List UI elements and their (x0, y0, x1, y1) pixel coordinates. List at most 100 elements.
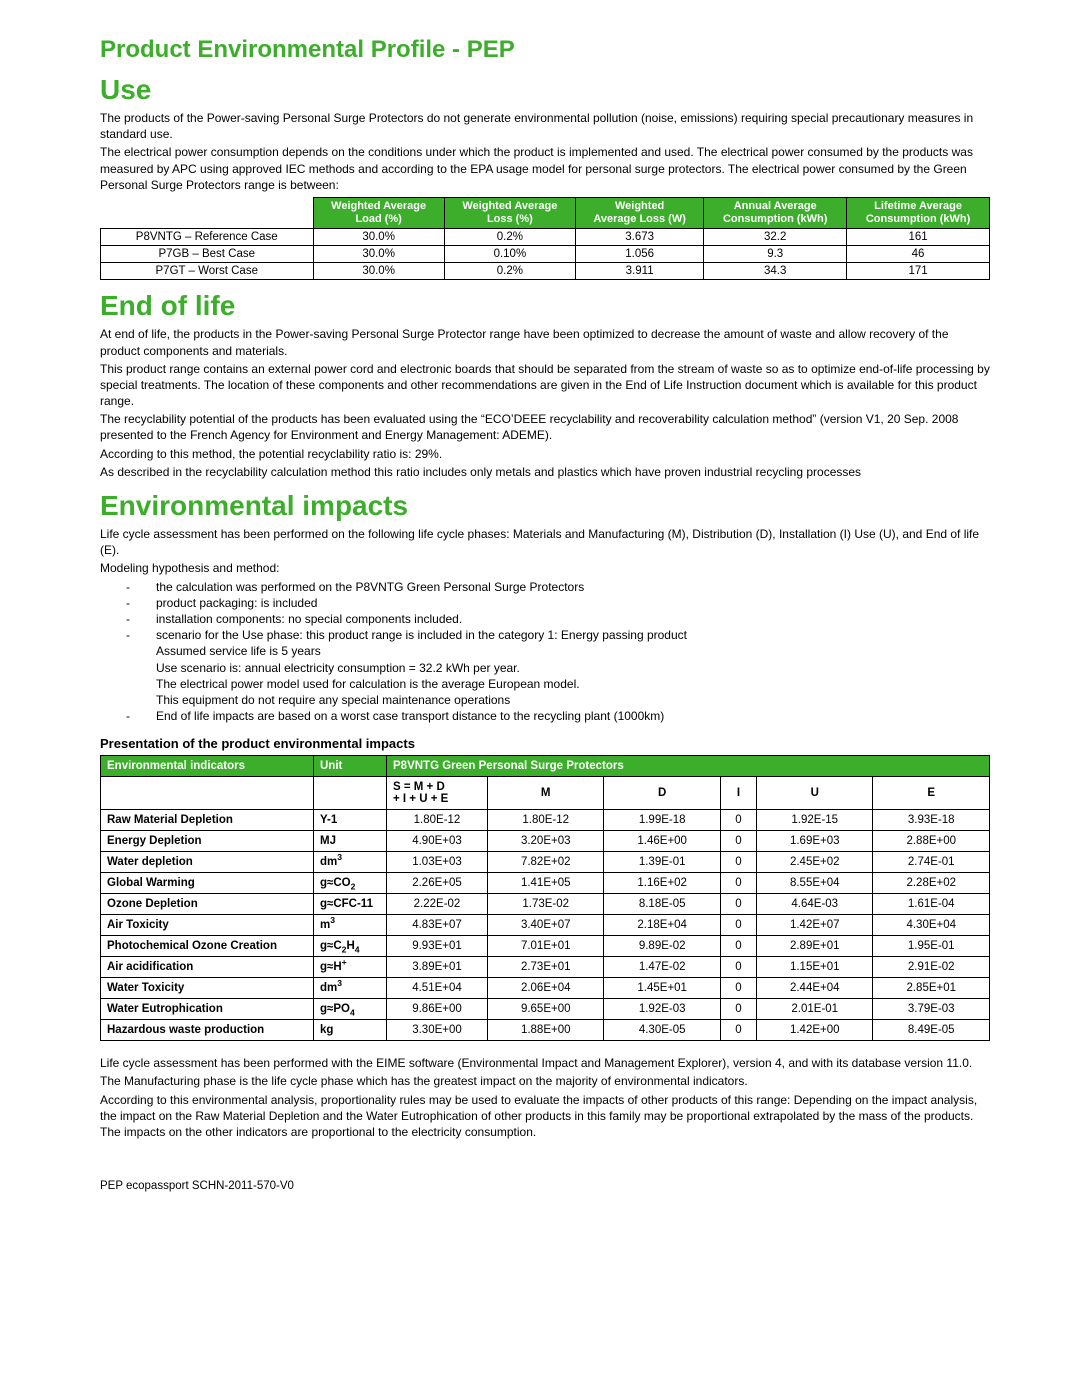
bullet-3-line1: Assumed service life is 5 years (100, 643, 990, 659)
impacts-row-7: Air acidificationg≈H+3.89E+012.73E+011.4… (101, 957, 990, 978)
use-table: Weighted AverageLoad (%)Weighted Average… (100, 197, 990, 280)
impacts-p3: Life cycle assessment has been performed… (100, 1055, 990, 1071)
impacts-unit-10: kg (314, 1020, 387, 1041)
bullet-4: -End of life impacts are based on a wors… (100, 708, 990, 724)
use-th-4: Annual AverageConsumption (kWh) (704, 197, 847, 228)
use-cell-2-3: 3.911 (576, 263, 704, 280)
impacts-val-1-3: 0 (720, 831, 756, 852)
impacts-unit-8: dm3 (314, 978, 387, 999)
impacts-val-7-5: 2.91E-02 (873, 957, 990, 978)
page: Product Environmental Profile - PEP Use … (0, 0, 1080, 1216)
impacts-val-10-5: 8.49E-05 (873, 1020, 990, 1041)
impacts-val-3-3: 0 (720, 873, 756, 894)
use-cell-1-2: 0.10% (444, 246, 575, 263)
impacts-val-5-5: 4.30E+04 (873, 915, 990, 936)
use-cell-2-1: 30.0% (313, 263, 444, 280)
use-heading: Use (100, 74, 990, 106)
use-cell-1-1: 30.0% (313, 246, 444, 263)
impacts-unit-9: g≈PO4 (314, 999, 387, 1020)
bullet-dash (100, 643, 156, 659)
impacts-val-3-0: 2.26E+05 (387, 873, 488, 894)
use-th-1: Weighted AverageLoad (%) (313, 197, 444, 228)
impacts-val-2-5: 2.74E-01 (873, 852, 990, 873)
impacts-subcol-4: U (757, 777, 873, 810)
impacts-val-7-4: 1.15E+01 (757, 957, 873, 978)
impacts-val-6-3: 0 (720, 936, 756, 957)
impacts-p1: Life cycle assessment has been performed… (100, 526, 990, 558)
use-cell-0-1: 30.0% (313, 229, 444, 246)
bullet-dash: - (100, 611, 156, 627)
impacts-val-8-0: 4.51E+04 (387, 978, 488, 999)
impacts-val-6-2: 9.89E-02 (604, 936, 720, 957)
impacts-subcol-2: D (604, 777, 720, 810)
impacts-subcol-0: S = M + D+ I + U + E (387, 777, 488, 810)
use-p1: The products of the Power-saving Persona… (100, 110, 990, 142)
impacts-p5: According to this environmental analysis… (100, 1092, 990, 1141)
bullet-text: This equipment do not require any specia… (156, 692, 990, 708)
impacts-val-10-3: 0 (720, 1020, 756, 1041)
use-cell-0-4: 32.2 (704, 229, 847, 246)
use-cell-0-0: P8VNTG – Reference Case (101, 229, 314, 246)
impacts-unit-6: g≈C2H4 (314, 936, 387, 957)
impacts-val-2-0: 1.03E+03 (387, 852, 488, 873)
impacts-val-7-1: 2.73E+01 (488, 957, 604, 978)
use-cell-1-0: P7GB – Best Case (101, 246, 314, 263)
impacts-subcol-5: E (873, 777, 990, 810)
bullet-text: scenario for the Use phase: this product… (156, 627, 990, 643)
impacts-ind-1: Energy Depletion (101, 831, 314, 852)
impacts-subcol-1: M (488, 777, 604, 810)
bullet-text: the calculation was performed on the P8V… (156, 579, 990, 595)
impacts-val-4-2: 8.18E-05 (604, 894, 720, 915)
impacts-p4: The Manufacturing phase is the life cycl… (100, 1073, 990, 1089)
impacts-ind-0: Raw Material Depletion (101, 810, 314, 831)
impacts-row-8: Water Toxicitydm34.51E+042.06E+041.45E+0… (101, 978, 990, 999)
bullet-3-line4: This equipment do not require any specia… (100, 692, 990, 708)
impacts-ind-6: Photochemical Ozone Creation (101, 936, 314, 957)
impacts-sub-empty2 (314, 777, 387, 810)
impacts-row-4: Ozone Depletiong≈CFC-112.22E-021.73E-028… (101, 894, 990, 915)
impacts-val-7-2: 1.47E-02 (604, 957, 720, 978)
impacts-val-9-3: 0 (720, 999, 756, 1020)
use-th-5: Lifetime AverageConsumption (kWh) (847, 197, 990, 228)
impacts-unit-3: g≈CO2 (314, 873, 387, 894)
use-cell-2-2: 0.2% (444, 263, 575, 280)
impacts-val-1-0: 4.90E+03 (387, 831, 488, 852)
bullet-3: -scenario for the Use phase: this produc… (100, 627, 990, 643)
impacts-unit-2: dm3 (314, 852, 387, 873)
impacts-row-3: Global Warmingg≈CO22.26E+051.41E+051.16E… (101, 873, 990, 894)
bullet-dash: - (100, 627, 156, 643)
impacts-val-4-0: 2.22E-02 (387, 894, 488, 915)
use-cell-1-4: 9.3 (704, 246, 847, 263)
impacts-val-9-5: 3.79E-03 (873, 999, 990, 1020)
impacts-val-5-0: 4.83E+07 (387, 915, 488, 936)
eol-p2: This product range contains an external … (100, 361, 990, 410)
impacts-val-6-0: 9.93E+01 (387, 936, 488, 957)
impacts-val-9-2: 1.92E-03 (604, 999, 720, 1020)
impacts-val-3-2: 1.16E+02 (604, 873, 720, 894)
impacts-val-1-4: 1.69E+03 (757, 831, 873, 852)
impacts-unit-1: MJ (314, 831, 387, 852)
use-th-0 (101, 197, 314, 228)
impacts-val-8-4: 2.44E+04 (757, 978, 873, 999)
use-cell-2-0: P7GT – Worst Case (101, 263, 314, 280)
impacts-val-6-4: 2.89E+01 (757, 936, 873, 957)
impacts-val-3-4: 8.55E+04 (757, 873, 873, 894)
use-row-1: P7GB – Best Case30.0%0.10%1.0569.346 (101, 246, 990, 263)
impacts-val-10-0: 3.30E+00 (387, 1020, 488, 1041)
impacts-subcol-3: I (720, 777, 756, 810)
impacts-ind-10: Hazardous waste production (101, 1020, 314, 1041)
bullet-dash (100, 692, 156, 708)
impacts-val-2-1: 7.82E+02 (488, 852, 604, 873)
impacts-row-6: Photochemical Ozone Creationg≈C2H49.93E+… (101, 936, 990, 957)
bullet-text: Assumed service life is 5 years (156, 643, 990, 659)
use-cell-0-3: 3.673 (576, 229, 704, 246)
use-cell-0-5: 161 (847, 229, 990, 246)
bullet-dash: - (100, 579, 156, 595)
th-indicators: Environmental indicators (101, 756, 314, 777)
eol-p5: As described in the recyclability calcul… (100, 464, 990, 480)
impacts-val-10-1: 1.88E+00 (488, 1020, 604, 1041)
impacts-p2: Modeling hypothesis and method: (100, 560, 990, 576)
impacts-row-5: Air Toxicitym34.83E+073.40E+072.18E+0401… (101, 915, 990, 936)
impacts-ind-3: Global Warming (101, 873, 314, 894)
impacts-ind-7: Air acidification (101, 957, 314, 978)
